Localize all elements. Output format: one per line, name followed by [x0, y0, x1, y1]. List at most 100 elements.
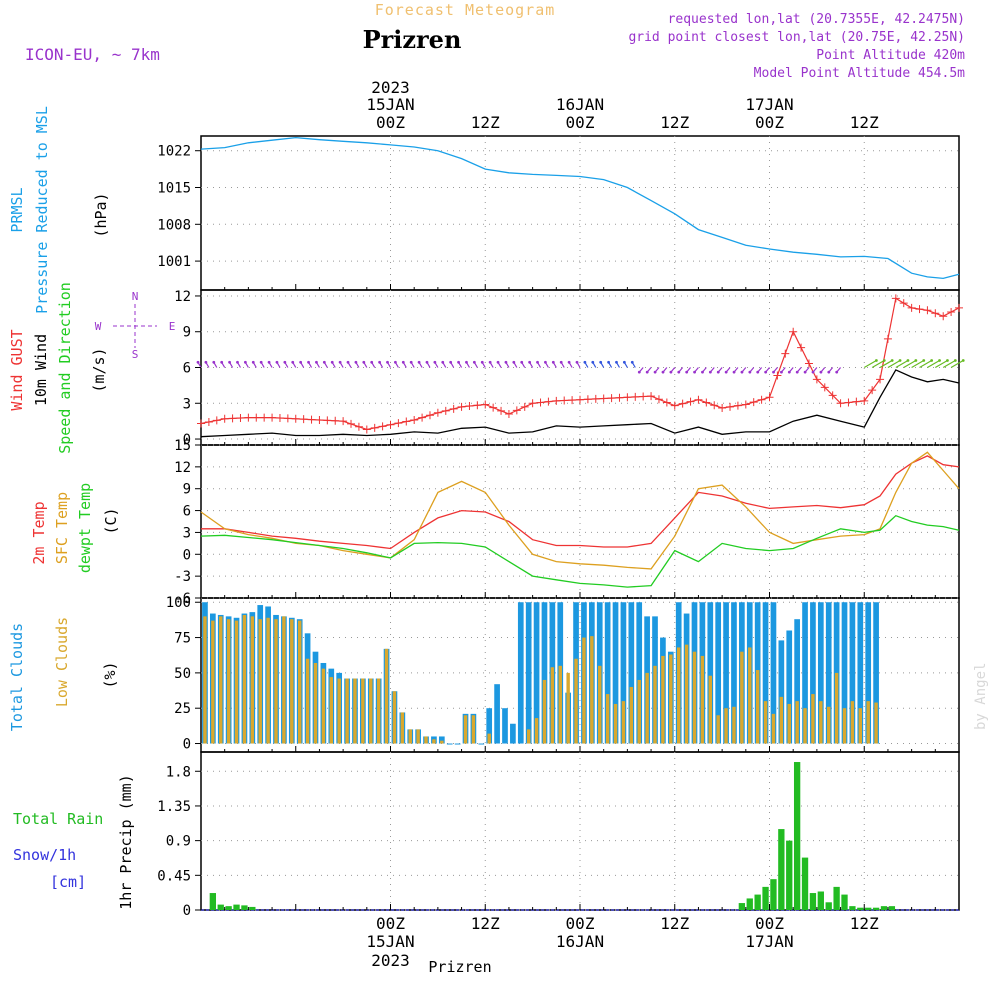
wind-arrow-head [653, 370, 657, 374]
gust-marker [804, 359, 813, 368]
rain-bar [825, 902, 832, 910]
wind-arrow-head [433, 360, 437, 364]
wind-arrow-head [811, 370, 815, 374]
gust-marker [891, 294, 900, 303]
low-cloud-bar [266, 617, 270, 744]
grid-lines [201, 136, 959, 911]
wind-direction-arrow [895, 359, 909, 369]
bottom-year-label: 2023 [371, 951, 410, 970]
gust-marker [615, 393, 624, 402]
total-cloud-bar [873, 602, 879, 744]
wind-arrow-head [544, 360, 547, 364]
gust-marker [339, 417, 348, 426]
low-cloud-bar [613, 703, 618, 744]
gust-marker [236, 413, 245, 422]
total-cloud-bar [715, 602, 722, 744]
low-cloud-bar [416, 729, 420, 744]
wind-arrow-head [275, 360, 279, 364]
rain-bar [209, 893, 217, 910]
gust-marker [702, 398, 711, 407]
low-cloud-bar [763, 701, 768, 744]
wind-arrow-head [938, 359, 941, 362]
wind-direction-arrow [887, 359, 901, 369]
wind-arrow-head [236, 360, 239, 364]
wind-arrow-head [259, 360, 263, 364]
low-cloud-bar [819, 701, 823, 744]
total-cloud-bar [525, 602, 532, 744]
gust-marker [520, 402, 529, 411]
total-cloud-bar [510, 723, 516, 744]
wind-arrow-head [307, 360, 310, 364]
axes: 1001100810151022036912-6-303691215025507… [157, 78, 960, 970]
wind-arrow-head [362, 360, 366, 364]
y-tick-label: 1008 [157, 217, 191, 233]
wind-arrow-head [401, 360, 405, 364]
pressure-line [200, 136, 960, 280]
low-cloud-bar [566, 672, 570, 744]
rain-bar [217, 904, 224, 910]
wind-arrow-head [874, 359, 878, 362]
rain-bar [746, 898, 753, 910]
rain-bar [778, 829, 785, 910]
y-tick-label: 0 [183, 547, 191, 563]
gust-marker [552, 396, 561, 405]
temp-line-2m-temp [201, 455, 960, 550]
gust-marker [489, 403, 498, 412]
wind-arrow-head [338, 360, 342, 364]
low-cloud-bar [637, 679, 641, 744]
rain-bar [770, 879, 777, 910]
rain-bar [249, 906, 256, 910]
gust-marker [670, 401, 679, 410]
top-date-label: 16JAN [556, 95, 604, 114]
total-cloud-bar [612, 602, 619, 744]
low-cloud-bar [258, 619, 262, 744]
gust-marker [686, 397, 695, 406]
y-tick-label: 0.45 [157, 868, 191, 884]
wind-arrow-head [512, 360, 516, 364]
low-cloud-bar [700, 655, 705, 744]
gust-marker [765, 393, 774, 402]
gust-marker [907, 303, 916, 312]
low-cloud-bar [692, 651, 697, 744]
wind-arrow-head [701, 370, 704, 374]
rain-bar [762, 886, 769, 910]
gust-marker [347, 419, 356, 428]
gust-marker [394, 419, 403, 428]
y-tick-label: 6 [183, 504, 191, 520]
total-clouds-label: Total Clouds [8, 623, 26, 731]
gust-marker [204, 417, 213, 426]
wind-direction-arrow [927, 359, 940, 369]
wind-arrow-head [536, 360, 539, 364]
wind-arrow-head [567, 360, 571, 364]
temp-sfc-label: SFC Temp [53, 492, 71, 564]
bottom-hour-label: 00Z [376, 914, 405, 933]
low-cloud-bar [803, 708, 807, 744]
temp-2m-label: 2m Temp [30, 501, 48, 564]
wind-direction-arrow [919, 359, 932, 369]
rain-legend: Total Rain [13, 810, 103, 828]
panel-frame-pressure [200, 135, 960, 291]
y-tick-label: 1022 [157, 144, 191, 160]
wind-arrow-head [267, 360, 271, 364]
wind-arrow-head [953, 359, 957, 362]
gust-marker [931, 309, 940, 318]
gust-marker [923, 306, 932, 315]
top-hour-label: 00Z [566, 113, 595, 132]
wind-arrow-head [204, 360, 208, 364]
wind-direction-arrow [863, 359, 877, 369]
wind-arrow-head [630, 360, 634, 364]
total-cloud-bar [620, 602, 627, 744]
wind-arrow-head [346, 360, 350, 364]
total-cloud-bar [762, 602, 769, 744]
compass-e: E [169, 320, 176, 333]
gust-marker [268, 413, 277, 422]
wind-arrow-head [393, 360, 397, 364]
rain-bar [809, 893, 817, 910]
y-tick-label: 1.8 [166, 764, 191, 780]
gust-marker [883, 334, 892, 343]
wind-direction-arrow [903, 359, 917, 369]
gust-marker [820, 383, 829, 392]
top-date-label: 15JAN [366, 95, 414, 114]
low-cloud-bar [605, 694, 610, 744]
gust-marker [576, 395, 584, 404]
